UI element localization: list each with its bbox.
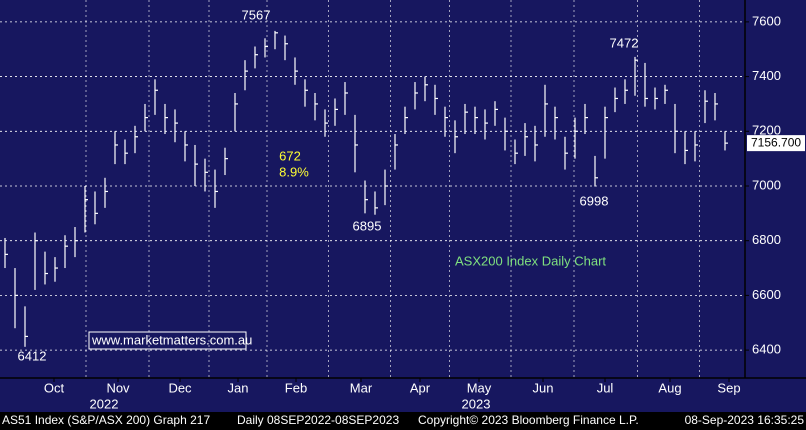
footer-copyright: Copyright© 2023 Bloomberg Finance L.P. <box>418 413 639 427</box>
y-tick-label: 7600 <box>752 13 781 28</box>
annotation: 6895 <box>353 218 382 233</box>
last-price-label: 7156.700 <box>751 135 801 149</box>
x-tick-label: Sep <box>717 380 740 395</box>
y-tick-label: 6800 <box>752 232 781 247</box>
grid <box>0 0 745 378</box>
footer-range: Daily 08SEP2022-08SEP2023 <box>237 413 399 427</box>
x-tick-label: Jun <box>533 380 554 395</box>
annotation: 7567 <box>242 7 271 22</box>
bars <box>4 30 728 347</box>
watermark: www.marketmatters.com.au <box>91 332 252 347</box>
x-tick-label: Feb <box>285 380 307 395</box>
x-tick-label: Nov <box>106 380 130 395</box>
x-tick-label: Apr <box>410 380 431 395</box>
annotation: 7472 <box>610 35 639 50</box>
annotation: 6412 <box>18 348 47 363</box>
x-tick-label: Dec <box>168 380 192 395</box>
x-tick-label: Mar <box>350 380 373 395</box>
footer-security: AS51 Index (S&P/ASX 200) Graph 217 <box>2 413 210 427</box>
x-tick-label: Oct <box>44 380 65 395</box>
annotation: 6998 <box>580 193 609 208</box>
x-tick-label: Aug <box>658 380 681 395</box>
footer-bar <box>0 412 806 430</box>
background <box>0 0 806 412</box>
y-tick-label: 6600 <box>752 287 781 302</box>
annotation: 8.9% <box>279 164 309 179</box>
last-price-box <box>747 135 805 152</box>
y-tick-label: 7400 <box>752 68 781 83</box>
x-tick-label: Jan <box>228 380 249 395</box>
year-label: 2022 <box>90 396 119 411</box>
y-tick-label: 6400 <box>752 342 781 357</box>
x-tick-label: May <box>467 380 492 395</box>
watermark-box <box>88 331 247 350</box>
year-label: 2023 <box>462 396 491 411</box>
footer-timestamp: 08-Sep-2023 16:35:25 <box>685 413 805 427</box>
y-tick-label: 7000 <box>752 177 781 192</box>
x-tick-label: Jul <box>597 380 614 395</box>
y-tick-label: 7200 <box>752 123 781 138</box>
chart-title: ASX200 Index Daily Chart <box>455 253 606 268</box>
annotation: 672 <box>279 148 301 163</box>
